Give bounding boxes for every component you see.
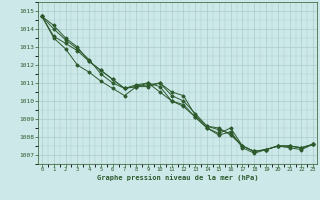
X-axis label: Graphe pression niveau de la mer (hPa): Graphe pression niveau de la mer (hPa) — [97, 174, 258, 181]
